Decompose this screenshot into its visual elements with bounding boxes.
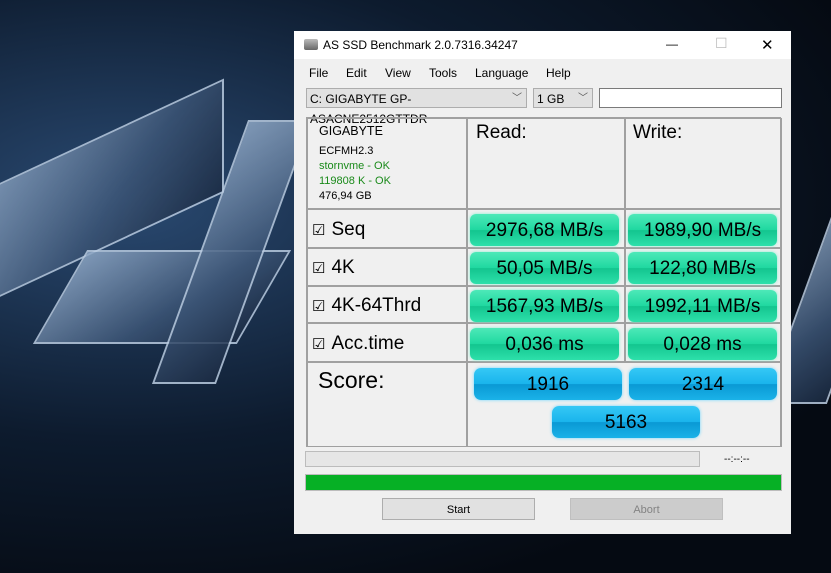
maximize-button[interactable]: ☐	[715, 35, 728, 51]
read-header: Read:	[476, 122, 527, 143]
write-result-4k-64thrd: 1992,11 MB/s	[628, 289, 777, 322]
read-cell: 50,05 MB/s	[467, 248, 625, 286]
text-field[interactable]	[599, 88, 782, 108]
drive-info-panel: GIGABYTE ECFMH2.3 stornvme - OK 119808 K…	[307, 118, 467, 209]
app-icon	[304, 39, 318, 50]
elapsed-time: --:--:--	[724, 454, 750, 465]
test-label: Acc.time	[331, 332, 405, 354]
abort-button[interactable]: Abort	[570, 498, 723, 520]
read-score: 1916	[474, 368, 622, 400]
driver-status: stornvme - OK	[319, 160, 390, 172]
minimize-button[interactable]: —	[666, 37, 678, 51]
test-label: Seq	[331, 218, 366, 240]
menu-view[interactable]: View	[385, 66, 411, 80]
chevron-down-icon: ﹀	[578, 93, 588, 104]
row-label-cell-acc-time: ☑ Acc.time	[307, 323, 467, 362]
write-result-4k: 122,80 MB/s	[628, 252, 777, 284]
read-cell: 1567,93 MB/s	[467, 286, 625, 323]
drive-capacity: 476,94 GB	[319, 190, 372, 202]
write-cell: 122,80 MB/s	[625, 248, 782, 286]
drive-select[interactable]: C: GIGABYTE GP-ASACNE2512GTTDR ﹀	[306, 88, 527, 126]
size-select[interactable]: 1 GB ﹀	[533, 88, 593, 108]
write-result-acc-time: 0,028 ms	[628, 327, 777, 360]
test-row-acc-time[interactable]: ☑ Acc.time	[312, 333, 404, 355]
menu-file[interactable]: File	[309, 66, 329, 80]
write-score: 2314	[629, 368, 777, 400]
read-result-acc-time: 0,036 ms	[470, 327, 619, 360]
app-window: AS SSD Benchmark 2.0.7316.34247 — ☐ ✕ Fi…	[294, 31, 791, 534]
checkbox-icon[interactable]: ☑	[312, 297, 326, 315]
score-cell: 1916 2314 5163	[467, 362, 782, 447]
write-cell: 0,028 ms	[625, 323, 782, 362]
test-label: 4K	[331, 257, 355, 278]
overall-progress-fill	[306, 475, 781, 490]
checkbox-icon[interactable]: ☑	[312, 221, 326, 239]
write-cell: 1992,11 MB/s	[625, 286, 782, 323]
row-label-cell-4k-64thrd: ☑ 4K-64Thrd	[307, 286, 467, 323]
overall-progress-bar	[305, 474, 782, 491]
drive-vendor: GIGABYTE	[319, 124, 383, 138]
write-header-cell: Write:	[625, 118, 782, 209]
score-label: Score:	[318, 367, 385, 393]
test-label: 4K-64Thrd	[331, 294, 422, 316]
read-header-cell: Read:	[467, 118, 625, 209]
test-row-4k[interactable]: ☑ 4K	[312, 257, 355, 279]
menu-help[interactable]: Help	[546, 66, 571, 80]
menu-tools[interactable]: Tools	[429, 66, 458, 80]
title-bar: AS SSD Benchmark 2.0.7316.34247 — ☐ ✕	[294, 31, 791, 59]
total-score: 5163	[552, 406, 700, 438]
alignment-status: 119808 K - OK	[319, 175, 391, 187]
close-button[interactable]: ✕	[761, 37, 774, 54]
window-title: AS SSD Benchmark 2.0.7316.34247	[323, 38, 518, 52]
menu-language[interactable]: Language	[475, 66, 529, 80]
size-select-value: 1 GB	[537, 92, 565, 106]
test-row-4k-64thrd[interactable]: ☑ 4K-64Thrd	[312, 295, 421, 317]
chevron-down-icon: ﹀	[512, 93, 522, 104]
write-header: Write:	[633, 122, 683, 143]
drive-firmware: ECFMH2.3	[319, 145, 374, 157]
read-result-4k: 50,05 MB/s	[470, 252, 619, 284]
write-result-seq: 1989,90 MB/s	[628, 213, 777, 246]
read-result-seq: 2976,68 MB/s	[470, 213, 619, 246]
test-row-seq[interactable]: ☑ Seq	[312, 219, 365, 241]
checkbox-icon[interactable]: ☑	[312, 260, 326, 277]
write-cell: 1989,90 MB/s	[625, 209, 782, 248]
row-label-cell-seq: ☑ Seq	[307, 209, 467, 248]
results-grid: GIGABYTE ECFMH2.3 stornvme - OK 119808 K…	[306, 117, 782, 447]
score-label-cell: Score:	[307, 362, 467, 447]
drive-select-value: C: GIGABYTE GP-ASACNE2512GTTDR	[310, 92, 428, 126]
checkbox-icon[interactable]: ☑	[312, 335, 326, 353]
row-label-cell-4k: ☑ 4K	[307, 248, 467, 286]
start-button[interactable]: Start	[382, 498, 535, 520]
menu-edit[interactable]: Edit	[346, 66, 367, 80]
read-cell: 2976,68 MB/s	[467, 209, 625, 248]
read-cell: 0,036 ms	[467, 323, 625, 362]
read-result-4k-64thrd: 1567,93 MB/s	[470, 289, 619, 322]
test-progress-bar	[305, 451, 700, 467]
